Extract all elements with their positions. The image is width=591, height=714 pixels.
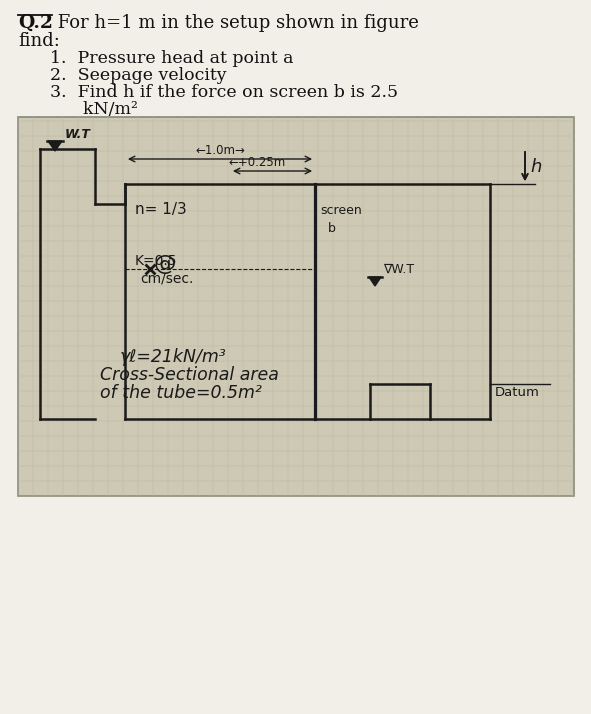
Text: K=0.5: K=0.5 — [135, 254, 177, 268]
Polygon shape — [48, 141, 62, 151]
Text: γℓ=21kN/m³: γℓ=21kN/m³ — [120, 348, 227, 366]
Text: Q.2: Q.2 — [18, 14, 53, 32]
Text: 3.  Find h if the force on screen b is 2.5: 3. Find h if the force on screen b is 2.… — [50, 84, 398, 101]
Text: n= 1/3: n= 1/3 — [135, 202, 187, 217]
Text: @: @ — [154, 254, 176, 274]
Text: 1.  Pressure head at point a: 1. Pressure head at point a — [50, 50, 294, 67]
Text: find:: find: — [18, 32, 60, 50]
Text: For h=1 m in the setup shown in figure: For h=1 m in the setup shown in figure — [52, 14, 419, 32]
Text: h: h — [530, 158, 541, 176]
Text: b: b — [320, 222, 336, 235]
Text: kN/m²: kN/m² — [50, 101, 138, 118]
Text: of the tube=0.5m²: of the tube=0.5m² — [100, 384, 262, 402]
Text: W.T: W.T — [65, 128, 91, 141]
Text: Cross-Sectional area: Cross-Sectional area — [100, 366, 279, 384]
Text: ∇W.T: ∇W.T — [383, 263, 414, 276]
Text: cm/sec.: cm/sec. — [140, 272, 193, 286]
Text: ←1.0m→: ←1.0m→ — [195, 144, 245, 157]
Bar — [18, 117, 574, 496]
Text: ←+0.25m: ←+0.25m — [228, 156, 285, 169]
Text: 2.  Seepage velocity: 2. Seepage velocity — [50, 67, 226, 84]
Text: screen: screen — [320, 204, 362, 217]
Polygon shape — [369, 277, 381, 286]
Text: Datum: Datum — [495, 386, 540, 399]
